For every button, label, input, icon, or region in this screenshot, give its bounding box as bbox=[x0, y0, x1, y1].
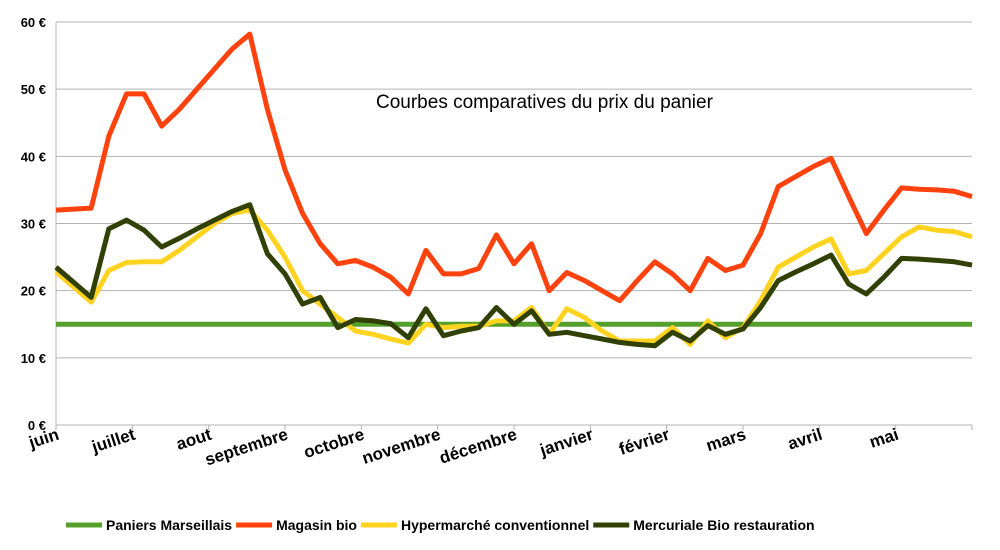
x-tick-label: mai bbox=[867, 425, 901, 452]
y-tick-label: 30 € bbox=[21, 217, 46, 232]
legend: Paniers Marseillais Magasin bio Hypermarch… bbox=[66, 517, 815, 533]
x-tick-label: novembre bbox=[360, 425, 443, 468]
legend-label-mercuriale-bio-restauration: Mercuriale Bio restauration bbox=[633, 517, 814, 533]
y-tick-label: 60 € bbox=[21, 15, 46, 30]
y-tick-label: 10 € bbox=[21, 351, 46, 366]
y-tick-label: 40 € bbox=[21, 149, 46, 164]
y-tick-label: 0 € bbox=[28, 418, 46, 433]
x-tick-label: janvier bbox=[537, 425, 596, 460]
x-tick-label: février bbox=[617, 425, 673, 459]
legend-label-hypermarche-conventionnel: Hypermarché conventionnel bbox=[401, 517, 589, 533]
series-lines bbox=[54, 31, 973, 349]
y-tick-label: 50 € bbox=[21, 82, 46, 97]
x-tick-label: mars bbox=[704, 425, 749, 456]
y-tick-label: 20 € bbox=[21, 284, 46, 299]
x-tick-label: décembre bbox=[437, 425, 519, 468]
y-axis-ticks: 0 € 10 € 20 € 30 € 40 € 50 € 60 € bbox=[21, 15, 46, 433]
chart-title: Courbes comparatives du prix du panier bbox=[376, 92, 714, 113]
x-tick-label: juillet bbox=[89, 425, 138, 457]
x-tick-label: avril bbox=[785, 425, 824, 454]
legend-label-paniers-marseillais: Paniers Marseillais bbox=[106, 517, 232, 533]
series-line-mercuriale-bio-restauration bbox=[54, 202, 973, 349]
legend-label-magasin-bio: Magasin bio bbox=[276, 517, 357, 533]
grid-lines bbox=[56, 21, 972, 359]
series-line-magasin-bio bbox=[55, 31, 973, 304]
x-tick-label: octobre bbox=[301, 425, 366, 462]
x-tick-label: septembre bbox=[203, 425, 291, 470]
